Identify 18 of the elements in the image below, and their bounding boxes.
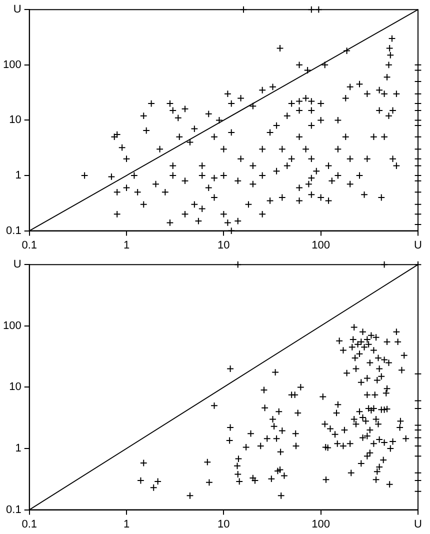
y-tick-label: 10: [9, 381, 22, 394]
x-tick-label: 100: [312, 518, 330, 530]
y-tick-label: 0.1: [6, 224, 22, 237]
y-tick-label: U: [13, 258, 22, 271]
y-tick-label: 1: [15, 442, 22, 455]
x-tick-label: U: [414, 239, 422, 252]
y-tick-label: 10: [9, 114, 22, 126]
y-tick-label: 100: [2, 320, 22, 332]
x-tick-label: 10: [218, 518, 230, 530]
x-tick-label: 100: [312, 239, 330, 252]
y-tick-label: 1: [15, 170, 22, 182]
x-tick-label: 1: [123, 239, 130, 252]
x-tick-label: 10: [218, 239, 230, 252]
y-tick-label: 0.1: [6, 504, 22, 516]
y-tick-label: 100: [2, 58, 22, 71]
x-tick-label: U: [414, 518, 422, 530]
y-tick-label: U: [13, 4, 22, 16]
x-tick-label: 1: [123, 518, 130, 530]
